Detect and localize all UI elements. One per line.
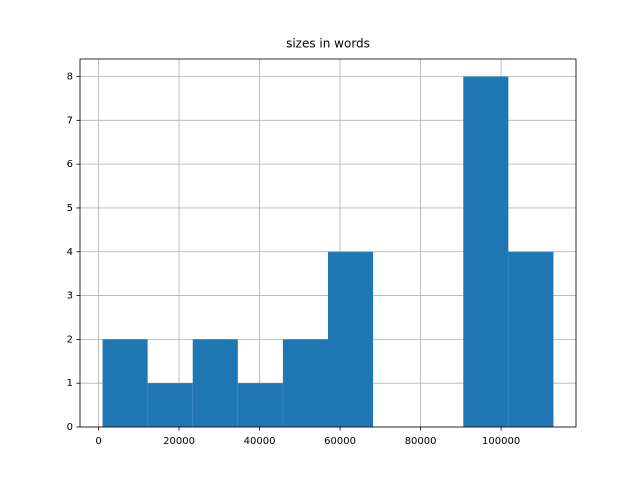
x-tick-label: 100000 (482, 436, 520, 447)
y-tick-label: 8 (67, 72, 73, 83)
y-tick-label: 5 (67, 203, 73, 214)
bar (508, 251, 554, 427)
axes-frame (79, 58, 577, 428)
y-tick-label: 4 (67, 247, 73, 258)
y-tick-label: 3 (67, 291, 73, 302)
x-tick-label: 0 (95, 436, 101, 447)
bar (328, 251, 374, 427)
bar (147, 383, 193, 427)
bar (463, 76, 509, 428)
x-tick-label: 20000 (163, 436, 195, 447)
bar (237, 383, 283, 427)
y-tick-label: 2 (67, 334, 73, 345)
x-tick-label: 60000 (324, 436, 356, 447)
y-tick-label: 7 (67, 115, 73, 126)
bar (102, 339, 148, 427)
y-tick-label: 0 (67, 422, 73, 433)
x-tick-label: 80000 (405, 436, 437, 447)
bar (282, 339, 328, 427)
y-tick-label: 1 (67, 378, 73, 389)
x-tick-label: 40000 (244, 436, 276, 447)
bar (192, 339, 238, 427)
y-tick-label: 6 (67, 159, 73, 170)
chart-title: sizes in words (286, 37, 370, 51)
